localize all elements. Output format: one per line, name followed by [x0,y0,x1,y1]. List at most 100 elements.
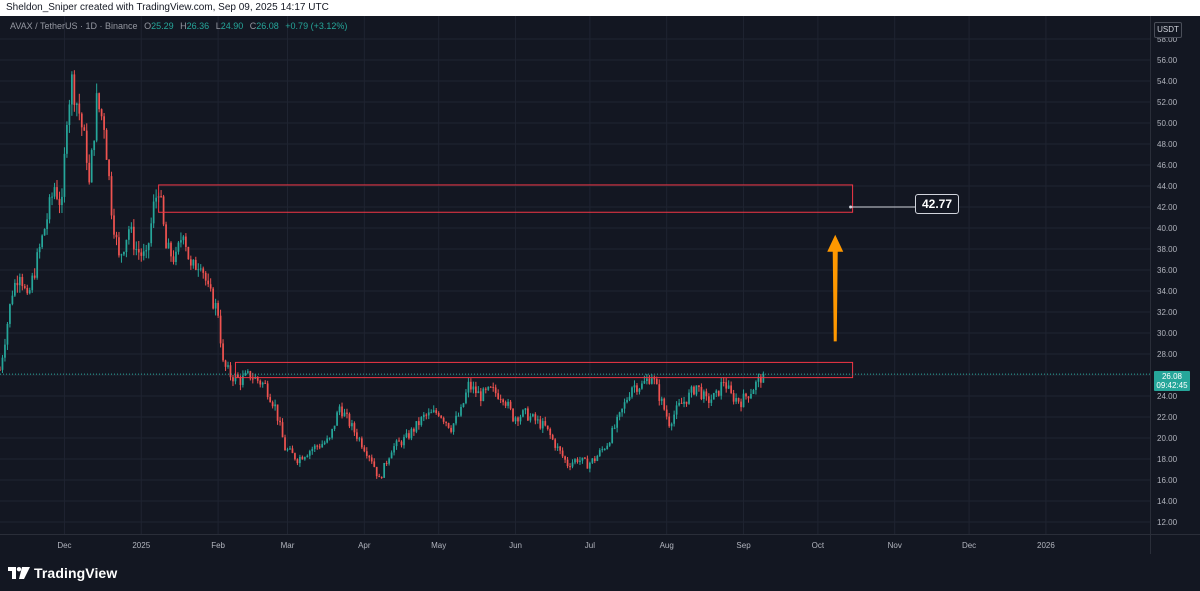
candle-body [727,385,730,389]
candle-body [88,162,91,183]
candle-body [202,268,205,273]
candle-body [388,458,390,464]
candle-body [321,444,324,448]
candle-body [105,129,108,160]
candle-body [648,378,651,384]
time-tick-label: May [431,541,446,550]
candle-body [549,429,552,436]
candle-body [11,295,14,305]
candle-body [593,458,596,461]
candle-body [259,380,262,385]
candle-body [199,268,202,270]
candle-body [266,383,269,398]
candle-body [232,377,234,382]
price-tick-label: 40.00 [1157,224,1178,233]
candle-body [531,414,534,417]
time-tick-label: Jul [585,541,595,550]
candle-body [137,249,140,253]
candle-body [299,456,301,464]
candle-body [395,440,398,447]
candle-body [720,382,723,396]
candle-body [665,409,668,417]
candle-body [576,459,579,463]
candle-body [123,252,125,255]
candle-body [162,196,165,225]
price-chart[interactable]: 12.0014.0016.0018.0020.0022.0024.0026.00… [0,16,1200,554]
candle-body [338,406,341,413]
candle-body [730,385,733,394]
candle-body [732,393,735,402]
candle-body [46,219,48,230]
candle-body [155,197,158,202]
candle-body [207,280,210,285]
candle-body [170,242,172,257]
candle-body [31,275,34,291]
candle-body [678,402,680,406]
candle-body [710,399,713,403]
candle-body [224,360,227,367]
candle-body [130,226,133,230]
tradingview-logo-icon [8,567,30,579]
candle-body [611,427,614,443]
candle-body [408,433,410,439]
candle-body [83,127,86,131]
candle-body [227,365,229,367]
candle-body [551,435,554,440]
candle-body [291,448,294,454]
candle-body [326,438,329,443]
candle-body [286,449,289,451]
candle-body [160,196,162,198]
candle-body [752,390,755,394]
candle-body [668,416,671,427]
candle-body [606,445,609,450]
candle-body [415,421,418,432]
price-tick-label: 34.00 [1157,287,1178,296]
low-value: 24.90 [220,21,244,31]
price-tick-label: 50.00 [1157,119,1178,128]
candle-body [75,103,78,105]
candle-body [755,381,757,391]
credit-text: Sheldon_Sniper created with TradingView.… [6,2,329,13]
high-label: H [180,21,187,31]
candle-body [358,438,361,440]
candle-body [212,288,215,309]
candle-body [194,259,197,270]
candle-body [504,402,507,406]
price-tick-label: 28.00 [1157,350,1178,359]
candle-body [197,269,200,271]
candle-body [670,423,673,427]
price-tick-label: 30.00 [1157,329,1178,338]
candle-body [747,396,750,399]
candle-body [712,393,715,400]
candle-body [0,369,1,371]
candle-body [63,153,66,197]
candle-body [53,187,56,197]
candle-body [100,109,103,117]
candle-body [544,421,547,426]
candle-body [584,457,586,459]
footer-bar: TradingView [0,554,1200,591]
candle-body [152,201,155,224]
price-tick-label: 38.00 [1157,245,1178,254]
currency-unit-button[interactable]: USDT [1154,22,1182,38]
price-tick-label: 20.00 [1157,434,1178,443]
candle-body [279,420,281,423]
candle-body [509,401,512,409]
candle-body [564,456,566,460]
candle-body [586,458,589,469]
tradingview-logo[interactable]: TradingView [8,565,117,581]
target-price-label[interactable]: 42.77 [915,194,959,214]
candle-body [180,240,182,243]
candle-body [760,376,762,383]
candle-body [165,224,167,249]
candle-body [380,476,383,478]
chart-area[interactable]: 12.0014.0016.0018.0020.0022.0024.0026.00… [0,16,1200,554]
candle-body [695,385,698,395]
candle-body [306,455,309,458]
close-value: 26.08 [256,21,279,31]
candle-body [51,196,53,198]
candle-body [400,441,403,446]
candle-body [524,408,527,411]
candle-body [554,439,557,448]
candle-body [73,74,76,105]
